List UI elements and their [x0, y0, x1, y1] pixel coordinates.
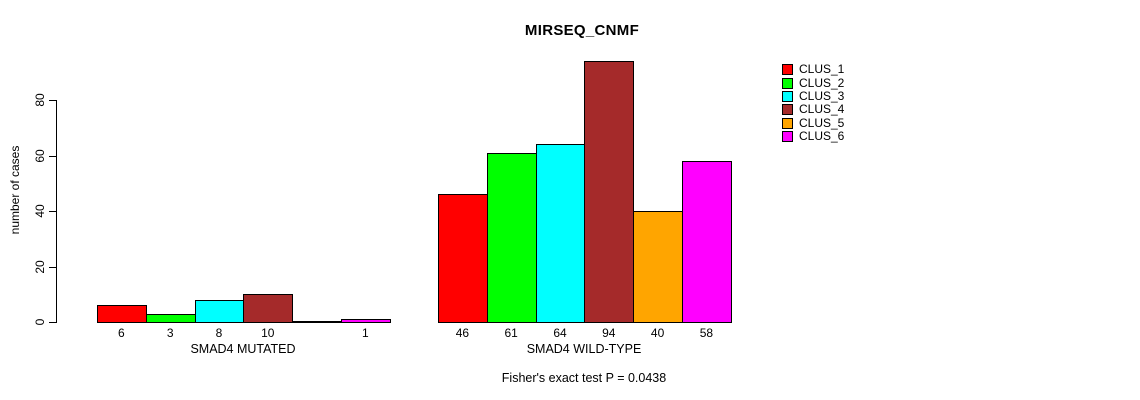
- y-tick-label: 40: [33, 204, 47, 218]
- bar-value-label: 46: [455, 326, 470, 340]
- y-axis-label: number of cases: [8, 145, 22, 235]
- fisher-test-note: Fisher's exact test P = 0.0438: [501, 371, 667, 385]
- bar: [682, 161, 732, 323]
- legend-label: CLUS_6: [799, 129, 845, 144]
- y-axis-line: [56, 100, 57, 323]
- legend-label: CLUS_2: [799, 75, 845, 90]
- legend: CLUS_1 CLUS_2 CLUS_3 CLUS_4 CLUS_5 CLUS_6: [782, 63, 844, 143]
- bar: [243, 294, 294, 323]
- y-tick-mark: [49, 322, 56, 323]
- bar: [194, 300, 245, 323]
- bar-value-label: 3: [166, 326, 174, 340]
- bar: [486, 153, 537, 323]
- legend-swatch: [782, 77, 793, 89]
- bar-value-label: 1: [362, 326, 369, 340]
- bar-zero-height: [292, 321, 342, 323]
- y-tick-label: 60: [33, 148, 47, 163]
- bar-value-label: 8: [215, 326, 223, 340]
- legend-label: CLUS_4: [799, 102, 845, 117]
- bar: [97, 305, 147, 323]
- bar-value-label: 6: [118, 326, 125, 340]
- bar: [584, 61, 635, 323]
- legend-label: CLUS_3: [799, 88, 845, 103]
- bar-value-label: 40: [650, 326, 665, 340]
- bar: [633, 211, 683, 323]
- bar: [535, 144, 586, 323]
- y-tick-mark: [49, 155, 56, 157]
- bar-value-label: 94: [602, 326, 616, 340]
- legend-item: CLUS_3: [782, 88, 845, 103]
- legend-swatch: [782, 117, 793, 129]
- legend-item: CLUS_5: [782, 115, 845, 130]
- legend-label: CLUS_1: [799, 62, 845, 77]
- y-tick-label: 0: [33, 318, 47, 326]
- bar: [438, 194, 488, 323]
- legend-item: CLUS_2: [782, 76, 844, 89]
- y-tick-mark: [49, 211, 56, 212]
- legend-item: CLUS_1: [782, 63, 844, 76]
- y-tick-mark: [49, 266, 56, 268]
- bar: [341, 319, 391, 323]
- legend-swatch: [782, 104, 793, 116]
- bar-value-label: 58: [699, 326, 714, 340]
- bar: [145, 314, 196, 323]
- y-tick-label: 80: [33, 93, 47, 107]
- legend-swatch: [782, 64, 793, 76]
- bar-value-label: 10: [261, 326, 275, 340]
- legend-label: CLUS_5: [799, 115, 845, 130]
- y-tick-label: 20: [33, 259, 47, 274]
- legend-swatch: [782, 90, 793, 102]
- group-label-smad4-mutated: SMAD4 MUTATED: [190, 342, 296, 356]
- legend-item: CLUS_6: [782, 130, 844, 143]
- legend-swatch: [782, 131, 793, 143]
- y-tick-mark: [49, 100, 56, 101]
- legend-item: CLUS_4: [782, 103, 844, 116]
- group-label-smad4-wild-type: SMAD4 WILD-TYPE: [526, 342, 642, 356]
- bar-value-label: 61: [504, 326, 518, 340]
- chart-title: MIRSEQ_CNMF: [524, 22, 640, 39]
- bar-value-label: 64: [553, 326, 567, 340]
